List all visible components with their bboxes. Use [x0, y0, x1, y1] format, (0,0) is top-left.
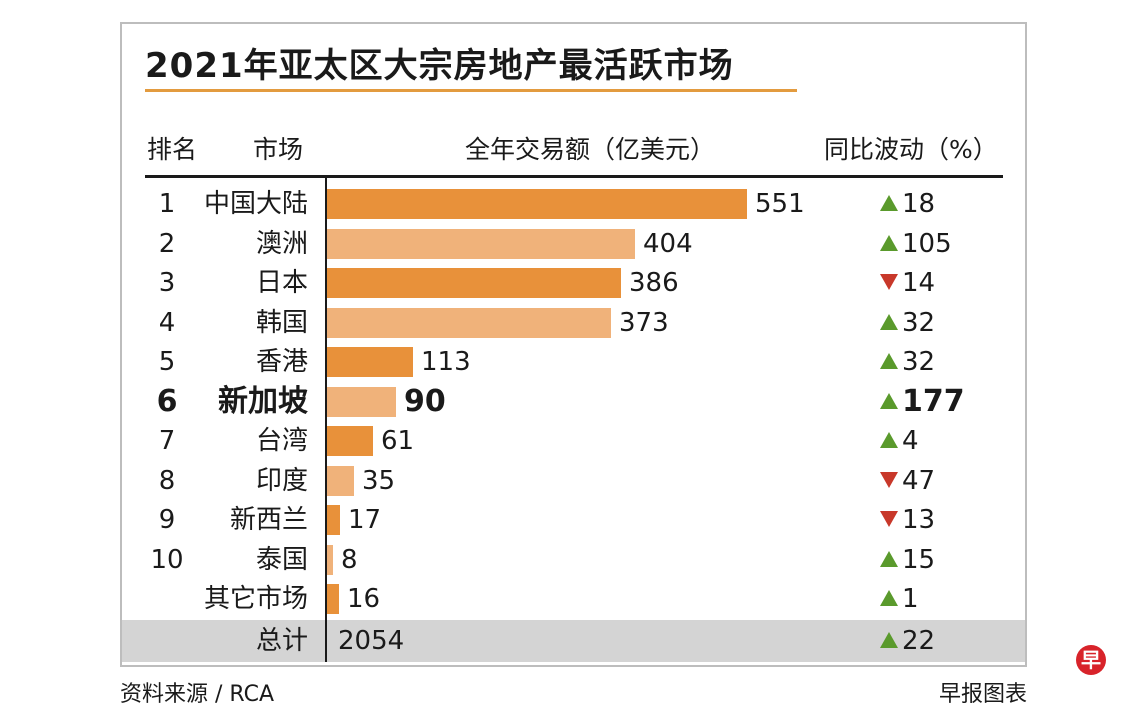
bar-value-label: 17 [348, 505, 382, 535]
bar [327, 505, 340, 535]
down-triangle-icon [880, 471, 898, 488]
market-label: 新西兰 [229, 505, 308, 535]
bar-value-label: 8 [341, 545, 358, 575]
change-label: 22 [902, 626, 936, 656]
market-label: 中国大陆 [203, 189, 308, 219]
bar [327, 347, 413, 377]
up-triangle-icon [880, 392, 898, 409]
bar [327, 545, 333, 575]
rank-label: 7 [158, 426, 176, 456]
up-triangle-icon [880, 431, 898, 448]
bar [327, 387, 396, 417]
rank-label: 2 [158, 229, 176, 259]
bar [327, 229, 635, 259]
change-value: 4 [880, 423, 919, 459]
market-label: 韩国 [255, 308, 308, 338]
change-value: 13 [880, 502, 935, 538]
bar-value-label: 35 [362, 466, 396, 496]
change-value: 47 [880, 463, 935, 499]
up-triangle-icon [880, 313, 898, 330]
bar-value-label: 404 [643, 229, 693, 259]
change-value: 1 [880, 581, 919, 617]
total-row-band [122, 620, 1025, 662]
up-triangle-icon [880, 550, 898, 567]
bar-value-label: 373 [619, 308, 669, 338]
market-label: 其它市场 [203, 584, 308, 614]
up-triangle-icon [880, 589, 898, 606]
rank-label: 5 [158, 347, 176, 377]
credit-note: 早报图表 [938, 682, 1027, 707]
market-label: 香港 [255, 347, 308, 377]
change-label: 15 [902, 545, 936, 575]
header-volume: 全年交易额（亿美元） [465, 135, 716, 164]
bar-value-label: 386 [629, 268, 679, 298]
total-value-label: 2054 [338, 626, 405, 656]
title-underline [145, 89, 797, 92]
bar-value-label: 113 [421, 347, 471, 377]
up-triangle-icon [880, 352, 898, 369]
up-triangle-icon [880, 631, 898, 648]
bar [327, 466, 354, 496]
rank-label: 1 [158, 189, 176, 219]
change-value: 14 [880, 265, 935, 301]
rank-label: 6 [156, 384, 178, 419]
rank-label: 8 [158, 466, 176, 496]
change-label: 47 [902, 466, 936, 496]
change-label: 14 [902, 268, 936, 298]
bar [327, 426, 373, 456]
change-value: 32 [880, 305, 935, 341]
market-label: 印度 [255, 466, 308, 496]
header-rule [145, 175, 1003, 178]
change-label: 177 [902, 384, 965, 419]
rank-label: 4 [158, 308, 176, 338]
rank-label: 10 [150, 545, 184, 575]
market-label: 新加坡 [218, 384, 308, 419]
header-rank: 排名 [147, 135, 198, 164]
market-label: 泰国 [255, 545, 308, 575]
zaobao-logo: 早 [1076, 645, 1106, 675]
change-value: 105 [880, 226, 952, 262]
change-label: 32 [902, 347, 936, 377]
change-label: 13 [902, 505, 936, 535]
change-label: 4 [902, 426, 919, 456]
bar [327, 308, 611, 338]
bar [327, 584, 339, 614]
total-label: 总计 [255, 626, 308, 656]
change-value: 18 [880, 186, 935, 222]
bar-value-label: 90 [404, 384, 446, 419]
header-change: 同比波动（%） [824, 135, 998, 164]
rank-label: 9 [158, 505, 176, 535]
market-label: 台湾 [255, 426, 308, 456]
bar-value-label: 16 [347, 584, 381, 614]
change-value: 32 [880, 344, 935, 380]
chart-title: 2021年亚太区大宗房地产最活跃市场 [145, 46, 734, 86]
change-value: 15 [880, 542, 935, 578]
bar [327, 189, 747, 219]
rank-label: 3 [158, 268, 176, 298]
change-value: 177 [880, 384, 965, 420]
source-note: 资料来源 / RCA [120, 682, 275, 707]
change-label: 32 [902, 308, 936, 338]
change-label: 18 [902, 189, 936, 219]
bar-value-label: 61 [381, 426, 415, 456]
change-label: 105 [902, 229, 952, 259]
market-label: 澳洲 [255, 229, 308, 259]
down-triangle-icon [880, 273, 898, 290]
up-triangle-icon [880, 194, 898, 211]
chart-frame [120, 22, 1027, 667]
market-label: 日本 [255, 268, 308, 298]
up-triangle-icon [880, 234, 898, 251]
header-market: 市场 [253, 135, 304, 164]
change-value: 22 [880, 623, 935, 659]
change-label: 1 [902, 584, 919, 614]
bar-axis [325, 178, 327, 662]
bar-value-label: 551 [755, 189, 805, 219]
down-triangle-icon [880, 510, 898, 527]
bar [327, 268, 621, 298]
